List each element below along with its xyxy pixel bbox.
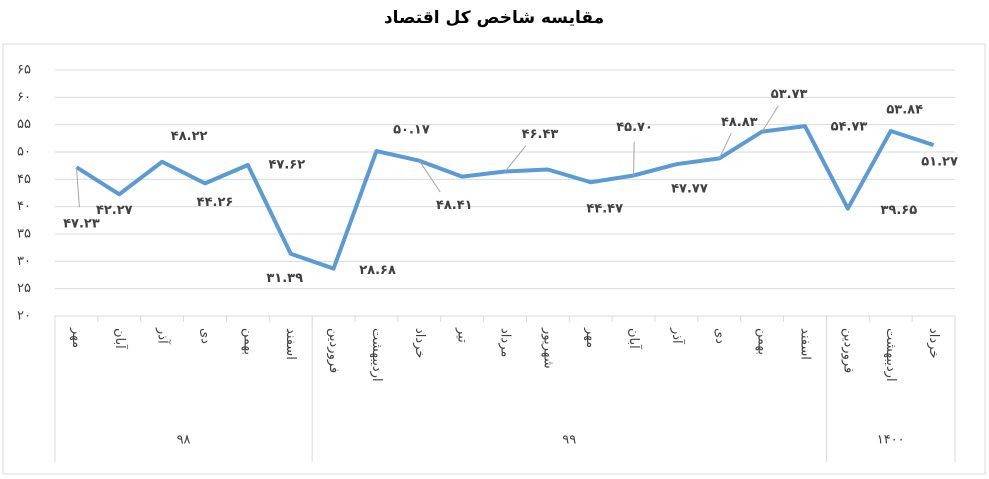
x-tick-label: دی xyxy=(198,328,213,344)
data-label: ۳۱.۳۹ xyxy=(266,271,303,286)
x-tick-label: آذر xyxy=(669,327,686,345)
data-label: ۴۸.۸۳ xyxy=(721,115,758,130)
data-label: ۵۰.۱۷ xyxy=(393,123,430,138)
data-label: ۴۷.۷۷ xyxy=(671,182,708,197)
group-label: ۹۸ xyxy=(177,433,191,448)
x-tick-label: اسفند xyxy=(283,328,298,360)
y-tick-label: ۲۰ xyxy=(17,309,31,324)
y-tick-label: ۳۵ xyxy=(17,227,31,242)
data-label: ۴۴.۴۷ xyxy=(586,202,623,217)
leader-line xyxy=(633,141,635,176)
x-tick-label: بهمن xyxy=(240,328,255,355)
leader-line xyxy=(761,105,779,132)
data-label: ۴۲.۲۷ xyxy=(96,203,133,218)
x-tick-label: خرداد xyxy=(926,328,941,358)
leader-line xyxy=(718,132,732,159)
chart-border xyxy=(2,43,986,475)
data-label: ۵۴.۷۳ xyxy=(831,120,868,135)
group-label: ۱۴۰۰ xyxy=(877,433,905,448)
x-tick-label: مرداد xyxy=(498,328,513,357)
y-tick-label: ۳۰ xyxy=(17,254,31,269)
data-label: ۴۵.۷۰ xyxy=(616,120,653,135)
leader-line xyxy=(418,160,441,193)
data-label: ۴۶.۴۳ xyxy=(522,127,559,142)
data-label: ۵۳.۸۴ xyxy=(886,103,923,118)
x-tick-label: بهمن xyxy=(755,328,770,355)
data-label: ۵۱.۲۷ xyxy=(921,155,958,170)
x-tick-label: آبان xyxy=(112,328,129,350)
data-label: ۴۸.۴۱ xyxy=(436,198,473,213)
data-label: ۵۳.۷۳ xyxy=(771,87,808,102)
data-label: ۳۹.۶۵ xyxy=(881,203,918,218)
x-tick-label: تیر xyxy=(455,327,470,343)
data-label: ۴۴.۲۶ xyxy=(197,195,234,210)
x-tick-label: شهریور xyxy=(540,327,555,369)
x-tick-label: فروردین xyxy=(840,328,855,373)
y-tick-label: ۵۵ xyxy=(17,117,31,132)
x-tick-label: خرداد xyxy=(412,328,427,358)
y-tick-label: ۲۵ xyxy=(17,281,31,296)
x-tick-label: آذر xyxy=(155,327,172,345)
x-tick-label: مهر xyxy=(69,327,84,348)
x-tick-label: اردیبهشت xyxy=(883,328,898,382)
x-tick-label: فروردین xyxy=(326,328,341,373)
y-tick-label: ۴۵ xyxy=(17,172,31,187)
x-tick-label: اردیبهشت xyxy=(369,328,384,382)
group-label: ۹۹ xyxy=(562,433,576,448)
data-label: ۴۷.۶۲ xyxy=(269,158,306,173)
leader-line xyxy=(75,167,80,208)
y-tick-label: ۶۰ xyxy=(17,90,31,105)
x-tick-label: دی xyxy=(712,328,727,344)
data-label: ۴۸.۲۲ xyxy=(171,129,208,144)
y-tick-label: ۶۵ xyxy=(17,63,31,78)
y-tick-label: ۴۰ xyxy=(17,199,31,214)
x-tick-label: مهر xyxy=(583,327,598,348)
data-label: ۲۸.۶۸ xyxy=(359,263,396,278)
chart-title: مقایسه شاخص کل اقتصاد xyxy=(384,8,604,28)
leader-line xyxy=(504,145,527,172)
x-tick-label: اسفند xyxy=(798,328,813,360)
y-tick-label: ۵۰ xyxy=(17,145,31,160)
data-label: ۴۷.۲۳ xyxy=(63,217,100,232)
x-tick-label: آبان xyxy=(626,328,643,350)
